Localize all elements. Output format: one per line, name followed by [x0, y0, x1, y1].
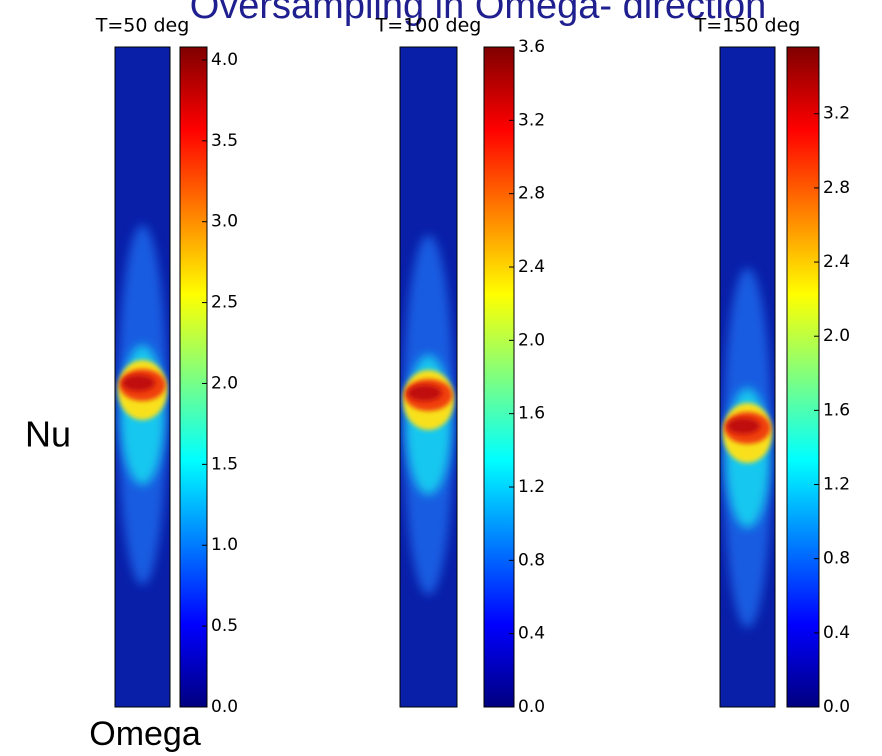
colorbar-tick-label: 3.2: [823, 104, 850, 124]
colorbar-tick-label: 2.8: [823, 178, 850, 198]
colorbar-tick-label: 0.0: [823, 697, 850, 717]
heatmap-glow: [727, 418, 760, 434]
colorbar-tick-label: 3.0: [211, 212, 238, 232]
colorbar-tick-label: 2.0: [823, 326, 850, 346]
panel-title: T=50 deg: [95, 15, 190, 37]
colorbar-tick-label: 0.8: [823, 549, 850, 569]
y-axis-label: Nu: [25, 414, 71, 455]
colorbar-tick-label: 0.4: [518, 624, 545, 644]
heatmap-panel: T=50 deg 0.0 0.5 1.0 1.5 2.0 2.5 3.0 3.5 4.0: [95, 15, 238, 718]
colorbar-tick-label: 1.2: [518, 477, 545, 497]
colorbar-tick-label: 0.4: [823, 623, 850, 643]
panel-title: T=150 deg: [694, 15, 801, 37]
colorbar-tick-label: 2.5: [211, 293, 238, 313]
heatmap-image: [115, 47, 170, 707]
colorbar-tick-label: 1.6: [518, 404, 545, 424]
slide-title: Oversampling in Omega- direction: [190, 0, 767, 27]
colorbar-tick-label: 2.4: [518, 257, 545, 277]
colorbar-tick-label: 0.0: [211, 697, 238, 717]
colorbar-tick-label: 0.0: [518, 697, 545, 717]
heatmap-glow: [122, 375, 155, 391]
heatmap-image: [720, 47, 775, 707]
colorbar: [179, 46, 208, 708]
colorbar-tick-label: 2.4: [823, 252, 850, 272]
colorbar-tick-label: 1.0: [211, 535, 238, 555]
colorbar-tick-label: 1.5: [211, 454, 238, 474]
colorbar-tick-label: 3.5: [211, 131, 238, 151]
heatmap-frame: [399, 46, 458, 708]
colorbar-tick-label: 2.8: [518, 184, 545, 204]
heatmap-image: [400, 47, 457, 707]
panel-title: T=100 deg: [375, 15, 482, 37]
colorbar-tick-label: 0.8: [518, 550, 545, 570]
colorbar-tick-label: 2.0: [518, 330, 545, 350]
colorbar-tick-label: 0.5: [211, 616, 238, 636]
colorbar-tick-label: 1.2: [823, 475, 850, 495]
heatmap-glow: [407, 385, 442, 401]
colorbar-tick-label: 3.6: [518, 37, 545, 57]
x-axis-label: Omega: [89, 715, 201, 753]
colorbar: [786, 46, 820, 708]
colorbar-tick-label: 3.2: [518, 110, 545, 130]
heatmap-frame: [719, 46, 776, 708]
heatmap-panel: T=100 deg 0.0 0.4 0.8 1.2 1.6 2.0 2.4 2.8 3.2 3.6: [375, 15, 545, 718]
colorbar-tick-label: 2.0: [211, 373, 238, 393]
colorbar: [483, 46, 515, 708]
heatmap-panel: T=150 deg 0.0 0.4 0.8 1.2 1.6 2.0 2.4 2.8 3.2: [694, 15, 850, 718]
colorbar-tick-label: 1.6: [823, 400, 850, 420]
heatmap-frame: [114, 46, 171, 708]
colorbar-tick-label: 4.0: [211, 50, 238, 70]
